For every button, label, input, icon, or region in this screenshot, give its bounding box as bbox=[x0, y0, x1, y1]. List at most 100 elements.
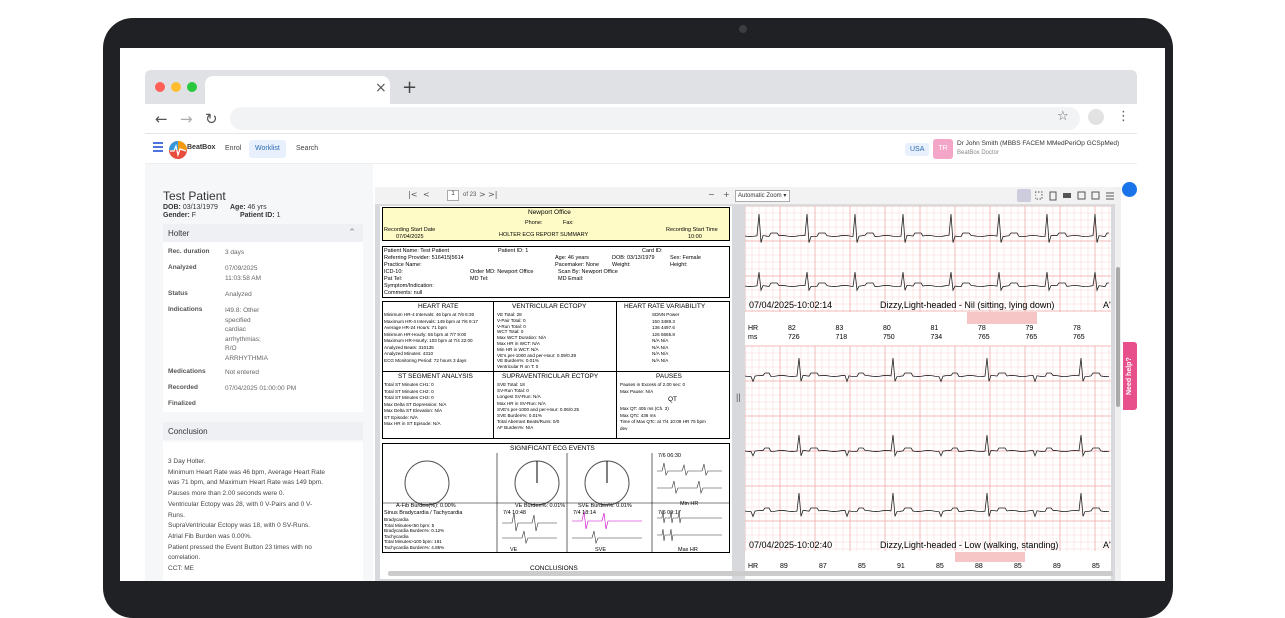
strip2-hr-label: HR bbox=[748, 563, 758, 570]
maximize-window-icon[interactable] bbox=[187, 82, 197, 92]
strip1-ms-value: 750 bbox=[883, 334, 895, 341]
min-hr-label: Min HR bbox=[680, 501, 699, 507]
qt-row: Max QT: 405 ms (Ch. 3) bbox=[620, 406, 669, 411]
rec-duration-row: Rec. duration 3 days bbox=[168, 248, 245, 256]
hrv-row: 150 3489.3 bbox=[652, 318, 675, 324]
hrv-row: N/A N/A bbox=[652, 338, 669, 343]
new-tab-icon[interactable]: + bbox=[402, 77, 418, 98]
splitter-handle[interactable]: || bbox=[736, 392, 741, 402]
office-phone: Phone: bbox=[525, 220, 543, 226]
chat-icon[interactable] bbox=[1122, 182, 1137, 197]
hrv-row: 136 4497.6 bbox=[652, 325, 675, 330]
conclusions-title: CONCLUSIONS bbox=[530, 565, 578, 572]
rep-height: Height: bbox=[670, 262, 688, 268]
last-page-icon[interactable]: >| bbox=[488, 190, 498, 199]
browser-tab[interactable] bbox=[205, 76, 390, 104]
nav-worklist[interactable]: Worklist bbox=[249, 140, 286, 158]
page-number-input[interactable]: 1 bbox=[447, 190, 459, 201]
rep-symptom: Symptom/Indication: bbox=[384, 283, 434, 289]
strip1-tail: A' bbox=[1103, 300, 1111, 310]
zoom-out-icon[interactable]: − bbox=[708, 190, 715, 199]
ve-row: V-Run Total: 0 bbox=[497, 323, 526, 329]
ve-row: Max HR in WCT: N/A bbox=[497, 341, 540, 346]
need-help-tab[interactable]: Need help? bbox=[1123, 342, 1137, 410]
ve-row: VE Total: 28 bbox=[497, 312, 522, 317]
nav-search[interactable]: Search bbox=[296, 145, 319, 152]
rec-start-time: 10:00 bbox=[688, 234, 702, 240]
pauses-title: PAUSES bbox=[656, 373, 682, 380]
reload-icon[interactable]: ↻ bbox=[205, 110, 218, 128]
strip2-hr-value: 85 bbox=[1014, 563, 1022, 570]
ve-burden: VE Burden%: 0.01% bbox=[515, 503, 566, 509]
ecg-trace bbox=[745, 434, 1110, 458]
heart-rate-row: Average HR-24 Hours: 71 bpm bbox=[384, 325, 447, 330]
strip1-time: 07/04/2025-10:02:14 bbox=[749, 300, 832, 310]
browser-tabbar: × + bbox=[145, 70, 1137, 104]
close-window-icon[interactable] bbox=[155, 82, 165, 92]
profile-avatar[interactable] bbox=[1088, 109, 1104, 125]
sve-row: SVE Total: 18 bbox=[497, 382, 525, 387]
first-page-icon[interactable]: |< bbox=[408, 190, 418, 199]
viewer-tools-icons[interactable] bbox=[1035, 191, 1115, 201]
report-header-box bbox=[382, 207, 730, 241]
holter-section-header[interactable]: Holter ^ bbox=[163, 224, 363, 242]
next-page-icon[interactable]: > bbox=[479, 190, 486, 199]
hrv-row: 126 5665.8 bbox=[652, 331, 675, 337]
pauses-row: Pauses in Excess of 2.00 sec: 0 bbox=[620, 382, 686, 387]
tab-close-icon[interactable]: × bbox=[375, 80, 387, 96]
address-bar[interactable] bbox=[230, 107, 1080, 130]
divider bbox=[616, 301, 617, 439]
strip1-minimap-highlight bbox=[967, 312, 1037, 324]
ve-row: VE Burden%: 0.01% bbox=[497, 358, 539, 364]
browser-menu-icon[interactable]: ⋮ bbox=[1117, 109, 1130, 124]
heart-rate-row: ECG Monitoring Period: 72 hours 3 days bbox=[384, 357, 467, 363]
rep-pat-tel: Pat Tel: bbox=[384, 276, 403, 282]
ecg-trace bbox=[745, 357, 1110, 383]
rep-pacemaker: Pacemaker: None bbox=[555, 262, 600, 268]
ecg-trace bbox=[745, 492, 1110, 518]
chevron-up-icon[interactable]: ^ bbox=[349, 228, 355, 236]
zoom-dropdown-chevron-icon: ▾ bbox=[783, 193, 787, 199]
ecg-scrollbar[interactable] bbox=[1115, 187, 1121, 581]
zoom-in-icon[interactable]: + bbox=[723, 190, 730, 199]
user-avatar[interactable]: TR bbox=[933, 139, 953, 159]
bookmark-star-icon[interactable]: ☆ bbox=[1057, 109, 1069, 124]
patient-info-box bbox=[382, 246, 730, 298]
analyzed-row: Analyzed 07/09/2025 11:03:58 AM bbox=[168, 264, 262, 282]
minimize-window-icon[interactable] bbox=[171, 82, 181, 92]
office-name: Newport Office bbox=[528, 209, 571, 216]
strip1-hr-value: 82 bbox=[788, 325, 796, 332]
ve-row: Max WCT Duration: N/A bbox=[497, 335, 547, 341]
back-icon[interactable]: ← bbox=[155, 110, 168, 128]
office-fax: Fax: bbox=[563, 220, 574, 226]
hrv-row: N/A N/A bbox=[652, 357, 669, 363]
pan-tool-icon[interactable] bbox=[1017, 189, 1031, 202]
strip2-time: 07/04/2025-10:02:40 bbox=[749, 540, 832, 550]
ecg-scroll-thumb[interactable] bbox=[1116, 267, 1120, 407]
heart-rate-row: Minimum HR-4 Intervals: 46 bpm at 7/6 6:… bbox=[384, 312, 475, 317]
rep-md-email: MD Email: bbox=[558, 276, 584, 282]
strip1-ms-value: 765 bbox=[978, 334, 990, 341]
strip2-hr-value: 91 bbox=[897, 563, 905, 570]
heart-rate-title: HEART RATE bbox=[418, 303, 459, 310]
ve-strip-label: VE bbox=[510, 547, 518, 553]
viewer-horizontal-scrollbar[interactable] bbox=[388, 571, 1113, 576]
nav-enrol[interactable]: Enrol bbox=[225, 145, 242, 152]
prev-page-icon[interactable]: < bbox=[423, 190, 430, 199]
page-total: of 23 bbox=[463, 192, 477, 198]
zoom-select[interactable]: Automatic Zoom ▾ bbox=[735, 190, 790, 202]
heart-rate-row: Minimum HR-Hourly: 56 bpm at 7/7 9:00 bbox=[384, 331, 467, 337]
divider bbox=[493, 301, 494, 439]
holter-card bbox=[163, 242, 363, 412]
region-badge[interactable]: USA bbox=[905, 143, 930, 156]
ve-row: Ventricular R on T: 0 bbox=[497, 364, 539, 370]
strip1-ms-value: 734 bbox=[931, 334, 943, 341]
st-title: ST SEGMENT ANALYSIS bbox=[398, 373, 473, 380]
rec-start-date-label: Recording Start Date bbox=[384, 227, 436, 233]
brady-row: Total Minutes<50 bpm: 5 bbox=[384, 522, 435, 528]
strip-time-4: 7/6 09:17 bbox=[658, 510, 681, 516]
forward-icon[interactable]: → bbox=[180, 110, 193, 128]
strip1-hr-value: 78 bbox=[978, 325, 986, 332]
hamburger-menu-icon[interactable] bbox=[153, 142, 163, 152]
conclusion-section-header[interactable]: Conclusion bbox=[163, 422, 363, 440]
